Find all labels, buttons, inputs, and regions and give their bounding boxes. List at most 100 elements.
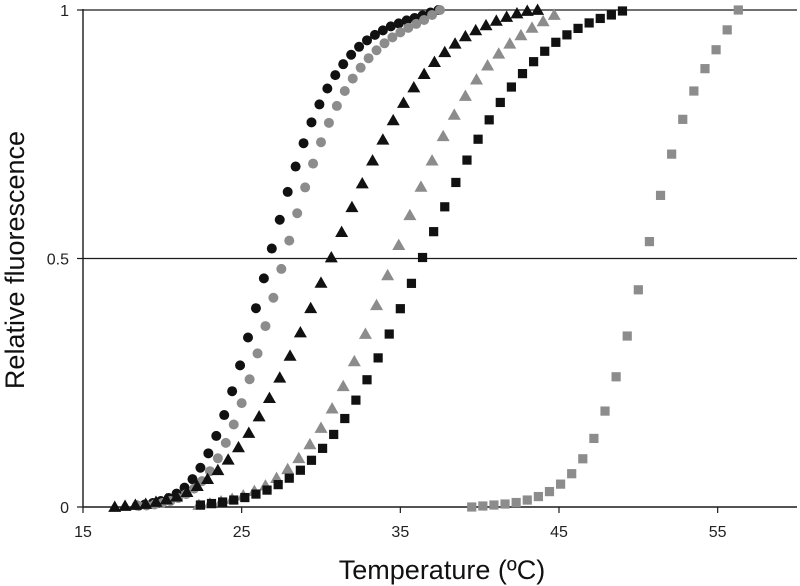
point-s2-24 — [323, 117, 334, 128]
point-s3-22 — [335, 225, 349, 238]
point-s6-15 — [633, 285, 643, 295]
point-s3-13 — [242, 426, 256, 438]
point-s6-20 — [689, 86, 699, 96]
point-s1-24 — [322, 83, 333, 94]
point-s2-21 — [300, 182, 311, 193]
point-s2-11 — [220, 437, 231, 448]
point-s2-31 — [379, 38, 390, 49]
point-s3-19 — [304, 301, 318, 314]
point-s4-14 — [347, 354, 361, 367]
point-s3-40 — [520, 4, 534, 16]
y-tick-label-1: 0.5 — [47, 252, 69, 269]
point-s2-23 — [316, 137, 326, 148]
point-s3-24 — [355, 176, 369, 189]
point-s2-29 — [363, 53, 374, 64]
x-tick-label-0: 15 — [74, 524, 92, 541]
point-s5-24 — [462, 155, 472, 165]
point-s5-11 — [317, 443, 328, 453]
point-s2-17 — [268, 292, 279, 303]
point-s3-32 — [438, 45, 452, 58]
x-tick-label-2: 35 — [391, 524, 409, 541]
point-s6-4 — [511, 497, 521, 508]
point-s1-8 — [195, 462, 206, 473]
point-s6-3 — [500, 499, 510, 509]
point-s6-19 — [678, 114, 688, 124]
point-s3-2 — [128, 498, 142, 510]
point-s4-21 — [425, 154, 439, 166]
point-s1-19 — [282, 186, 293, 197]
point-s2-19 — [284, 235, 295, 246]
point-s2-35 — [411, 18, 422, 29]
tick-labels: 0 0.5 1 15 25 35 45 55 — [47, 3, 727, 541]
point-s2-14 — [244, 374, 255, 385]
point-s6-24 — [733, 5, 743, 15]
point-s6-16 — [644, 237, 655, 247]
point-s5-16 — [373, 353, 383, 363]
point-s5-19 — [406, 278, 417, 288]
point-s6-2 — [489, 500, 499, 510]
point-s3-9 — [201, 472, 215, 485]
point-s6-14 — [622, 331, 632, 341]
point-s5-33 — [562, 30, 572, 40]
point-s3-7 — [180, 485, 194, 497]
axes — [77, 9, 797, 513]
point-s2-30 — [371, 45, 382, 56]
point-s1-20 — [290, 161, 301, 172]
point-s6-12 — [600, 406, 610, 416]
point-s4-20 — [414, 180, 428, 192]
point-s3-23 — [345, 200, 359, 213]
point-s1-34 — [401, 15, 412, 26]
point-s2-18 — [276, 263, 287, 274]
point-s6-21 — [700, 64, 710, 74]
point-s1-11 — [219, 410, 230, 421]
y-tick-label-2: 1 — [60, 3, 69, 20]
point-s3-25 — [366, 154, 380, 166]
point-s3-35 — [469, 23, 483, 36]
point-s5-0 — [195, 500, 206, 510]
point-s1-29 — [362, 35, 373, 46]
point-s1-32 — [385, 21, 396, 32]
point-s5-25 — [473, 134, 483, 144]
point-s5-38 — [617, 6, 628, 16]
point-s3-3 — [139, 497, 153, 509]
point-s6-23 — [722, 25, 732, 35]
point-s6-22 — [711, 45, 721, 55]
point-s2-13 — [236, 398, 247, 409]
point-s5-22 — [440, 202, 450, 212]
y-tick-label-0: 0 — [60, 500, 69, 517]
point-s2-20 — [292, 208, 303, 219]
point-s5-12 — [329, 429, 339, 440]
point-s3-1 — [118, 499, 132, 511]
point-s1-26 — [338, 59, 349, 70]
point-s1-22 — [306, 117, 317, 128]
point-s5-4 — [240, 492, 250, 503]
point-s4-25 — [469, 73, 483, 85]
point-s6-10 — [578, 454, 588, 464]
point-s1-31 — [377, 25, 388, 36]
point-s1-7 — [187, 474, 198, 485]
point-s4-24 — [458, 89, 472, 101]
point-s4-12 — [325, 402, 339, 414]
point-s6-7 — [544, 486, 555, 497]
point-s3-8 — [190, 479, 204, 492]
x-tick-label-3: 45 — [550, 524, 568, 541]
point-s3-15 — [262, 391, 276, 404]
point-s6-9 — [567, 469, 577, 479]
point-s3-33 — [448, 37, 462, 49]
point-s4-18 — [392, 238, 406, 250]
point-s3-30 — [417, 67, 431, 79]
point-s6-11 — [589, 433, 599, 444]
point-s3-28 — [397, 96, 411, 108]
point-s5-27 — [495, 97, 505, 108]
point-s3-17 — [283, 349, 297, 361]
point-s1-33 — [393, 18, 404, 29]
point-s5-30 — [529, 57, 539, 67]
point-s3-29 — [407, 81, 421, 93]
point-s4-11 — [314, 421, 328, 433]
point-s5-20 — [417, 252, 428, 263]
point-s2-28 — [355, 62, 366, 73]
point-s3-16 — [273, 371, 287, 383]
point-s1-23 — [314, 99, 325, 110]
point-s3-26 — [376, 133, 390, 145]
point-s5-21 — [429, 227, 439, 237]
